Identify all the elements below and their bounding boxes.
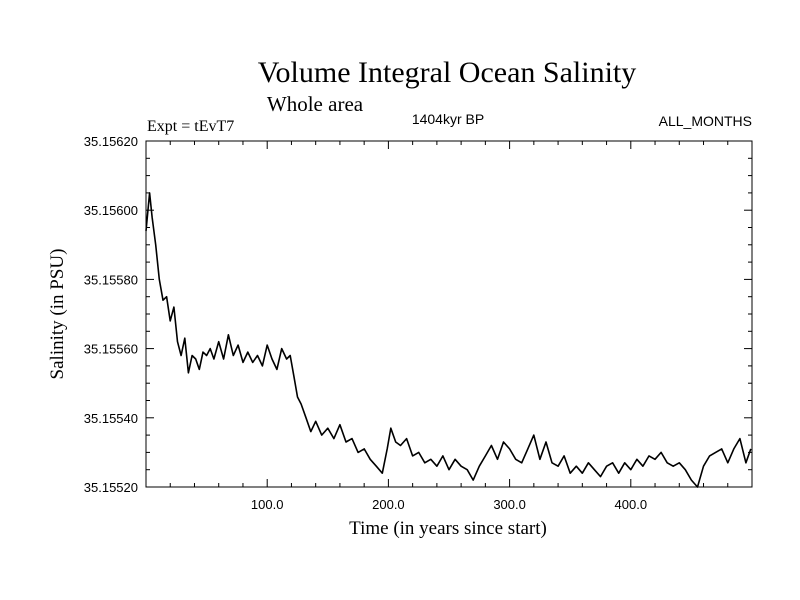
salinity-series-line [145,192,752,488]
y-tick-label: 35.15540 [84,411,138,426]
months-label: ALL_MONTHS [659,113,752,129]
x-tick-label: 300.0 [493,497,526,512]
y-tick-label: 35.15600 [84,203,138,218]
y-tick-label: 35.15620 [84,134,138,149]
y-axis: 35.15520 35.15540 35.15560 35.15580 35.15600… [84,134,752,495]
chart-subtitle: Whole area [267,92,364,116]
experiment-label: Expt = tEvT7 [147,118,234,135]
y-tick-label: 35.15520 [84,480,138,495]
x-tick-label: 400.0 [615,497,648,512]
x-tick-label: 100.0 [251,497,284,512]
x-tick-label: 200.0 [372,497,405,512]
y-tick-label: 35.15560 [84,342,138,357]
chart-title: Volume Integral Ocean Salinity [258,56,637,89]
plot-frame [145,140,753,488]
x-axis: 100.0 200.0 300.0 400.0 [169,141,729,512]
x-axis-label: Time (in years since start) [349,518,547,539]
period-label: 1404kyr BP [412,111,484,127]
y-axis-label: Salinity (in PSU) [47,249,68,380]
y-tick-label: 35.15580 [84,272,138,287]
